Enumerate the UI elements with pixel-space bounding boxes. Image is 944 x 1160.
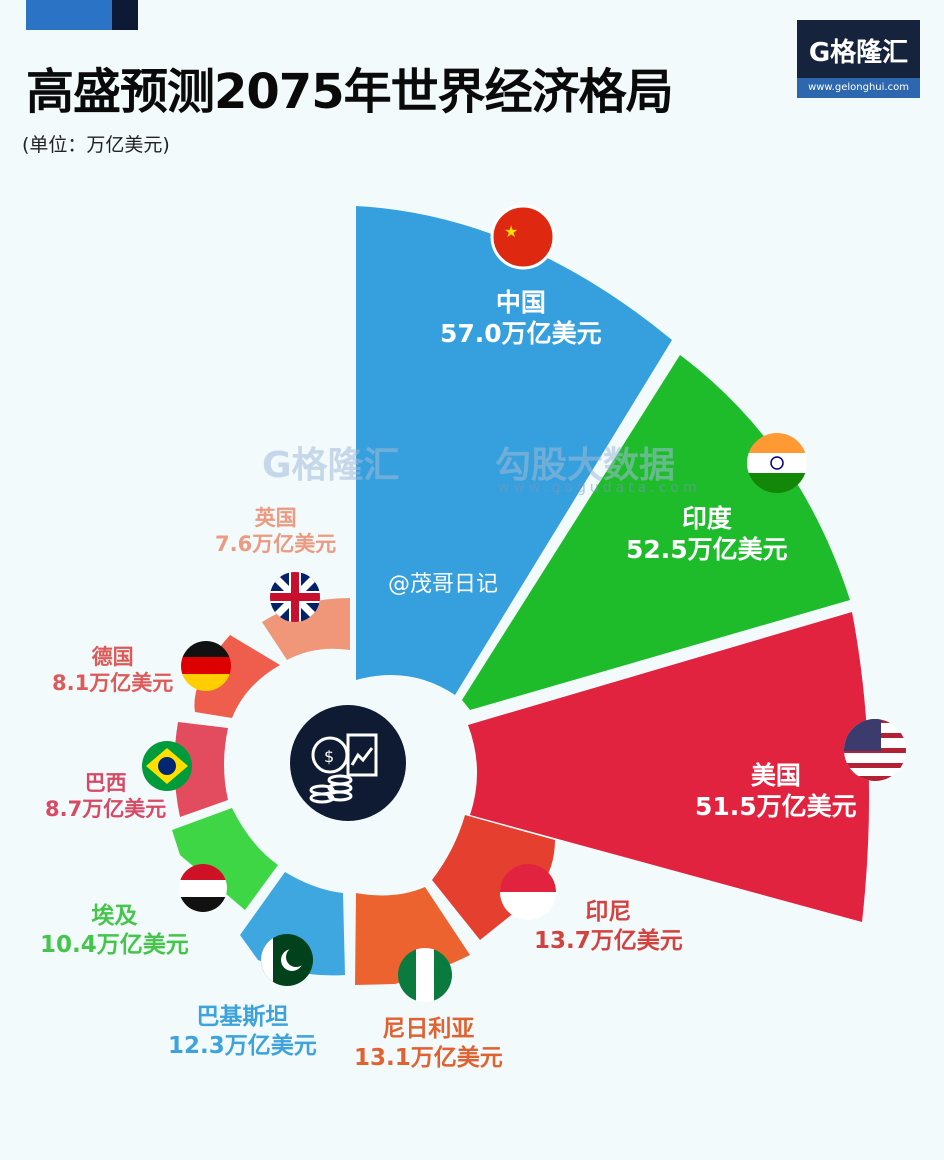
- decor-bar-blue: [26, 0, 112, 30]
- label-uk: 英国 7.6万亿美元: [215, 506, 337, 557]
- svg-text:$: $: [324, 747, 334, 766]
- logo-url: www.gelonghui.com: [797, 78, 920, 98]
- weibo-watermark: @茂哥日记: [388, 572, 499, 597]
- flag-germany-icon: [181, 641, 231, 691]
- watermark-gogudata-url: www.gogudata.com: [498, 480, 701, 496]
- label-pakistan: 巴基斯坦 12.3万亿美元: [168, 1004, 317, 1059]
- wedge-china: [356, 206, 672, 695]
- wedge-egypt: [172, 808, 278, 910]
- watermark-gogudata: 勾股大数据: [495, 445, 676, 486]
- logo-text: G格隆汇: [808, 38, 909, 68]
- label-china: 中国 57.0万亿美元: [440, 288, 602, 349]
- watermark-gelonghui: G格隆汇: [262, 445, 400, 486]
- label-egypt: 埃及 10.4万亿美元: [40, 903, 189, 958]
- label-nigeria: 尼日利亚 13.1万亿美元: [354, 1016, 503, 1071]
- flag-brazil-icon: [142, 741, 192, 791]
- brand-logo: G格隆汇 www.gelonghui.com: [797, 20, 920, 98]
- decor-bar-navy: [112, 0, 138, 30]
- flag-china-icon: ★: [490, 204, 556, 270]
- wedge-india: [462, 355, 850, 710]
- finance-coins-report-icon: $: [309, 733, 378, 804]
- flag-nigeria-icon: [398, 948, 452, 1002]
- label-germany: 德国 8.1万亿美元: [52, 645, 174, 696]
- wedge-brazil: [174, 722, 228, 817]
- label-indonesia: 印尼 13.7万亿美元: [534, 899, 683, 954]
- flag-egypt-icon: [179, 864, 227, 912]
- wedge-usa: [468, 612, 870, 922]
- label-brazil: 巴西 8.7万亿美元: [45, 771, 167, 822]
- svg-text:★: ★: [504, 222, 518, 241]
- label-usa: 美国 51.5万亿美元: [695, 761, 857, 822]
- unit-label: (单位：万亿美元): [22, 134, 170, 156]
- wedge-indonesia: [432, 815, 555, 940]
- flag-usa-icon: [844, 719, 906, 781]
- flag-india-icon: [747, 433, 807, 493]
- page-title: 高盛预测2075年世界经济格局: [26, 64, 674, 120]
- label-india: 印度 52.5万亿美元: [626, 504, 788, 565]
